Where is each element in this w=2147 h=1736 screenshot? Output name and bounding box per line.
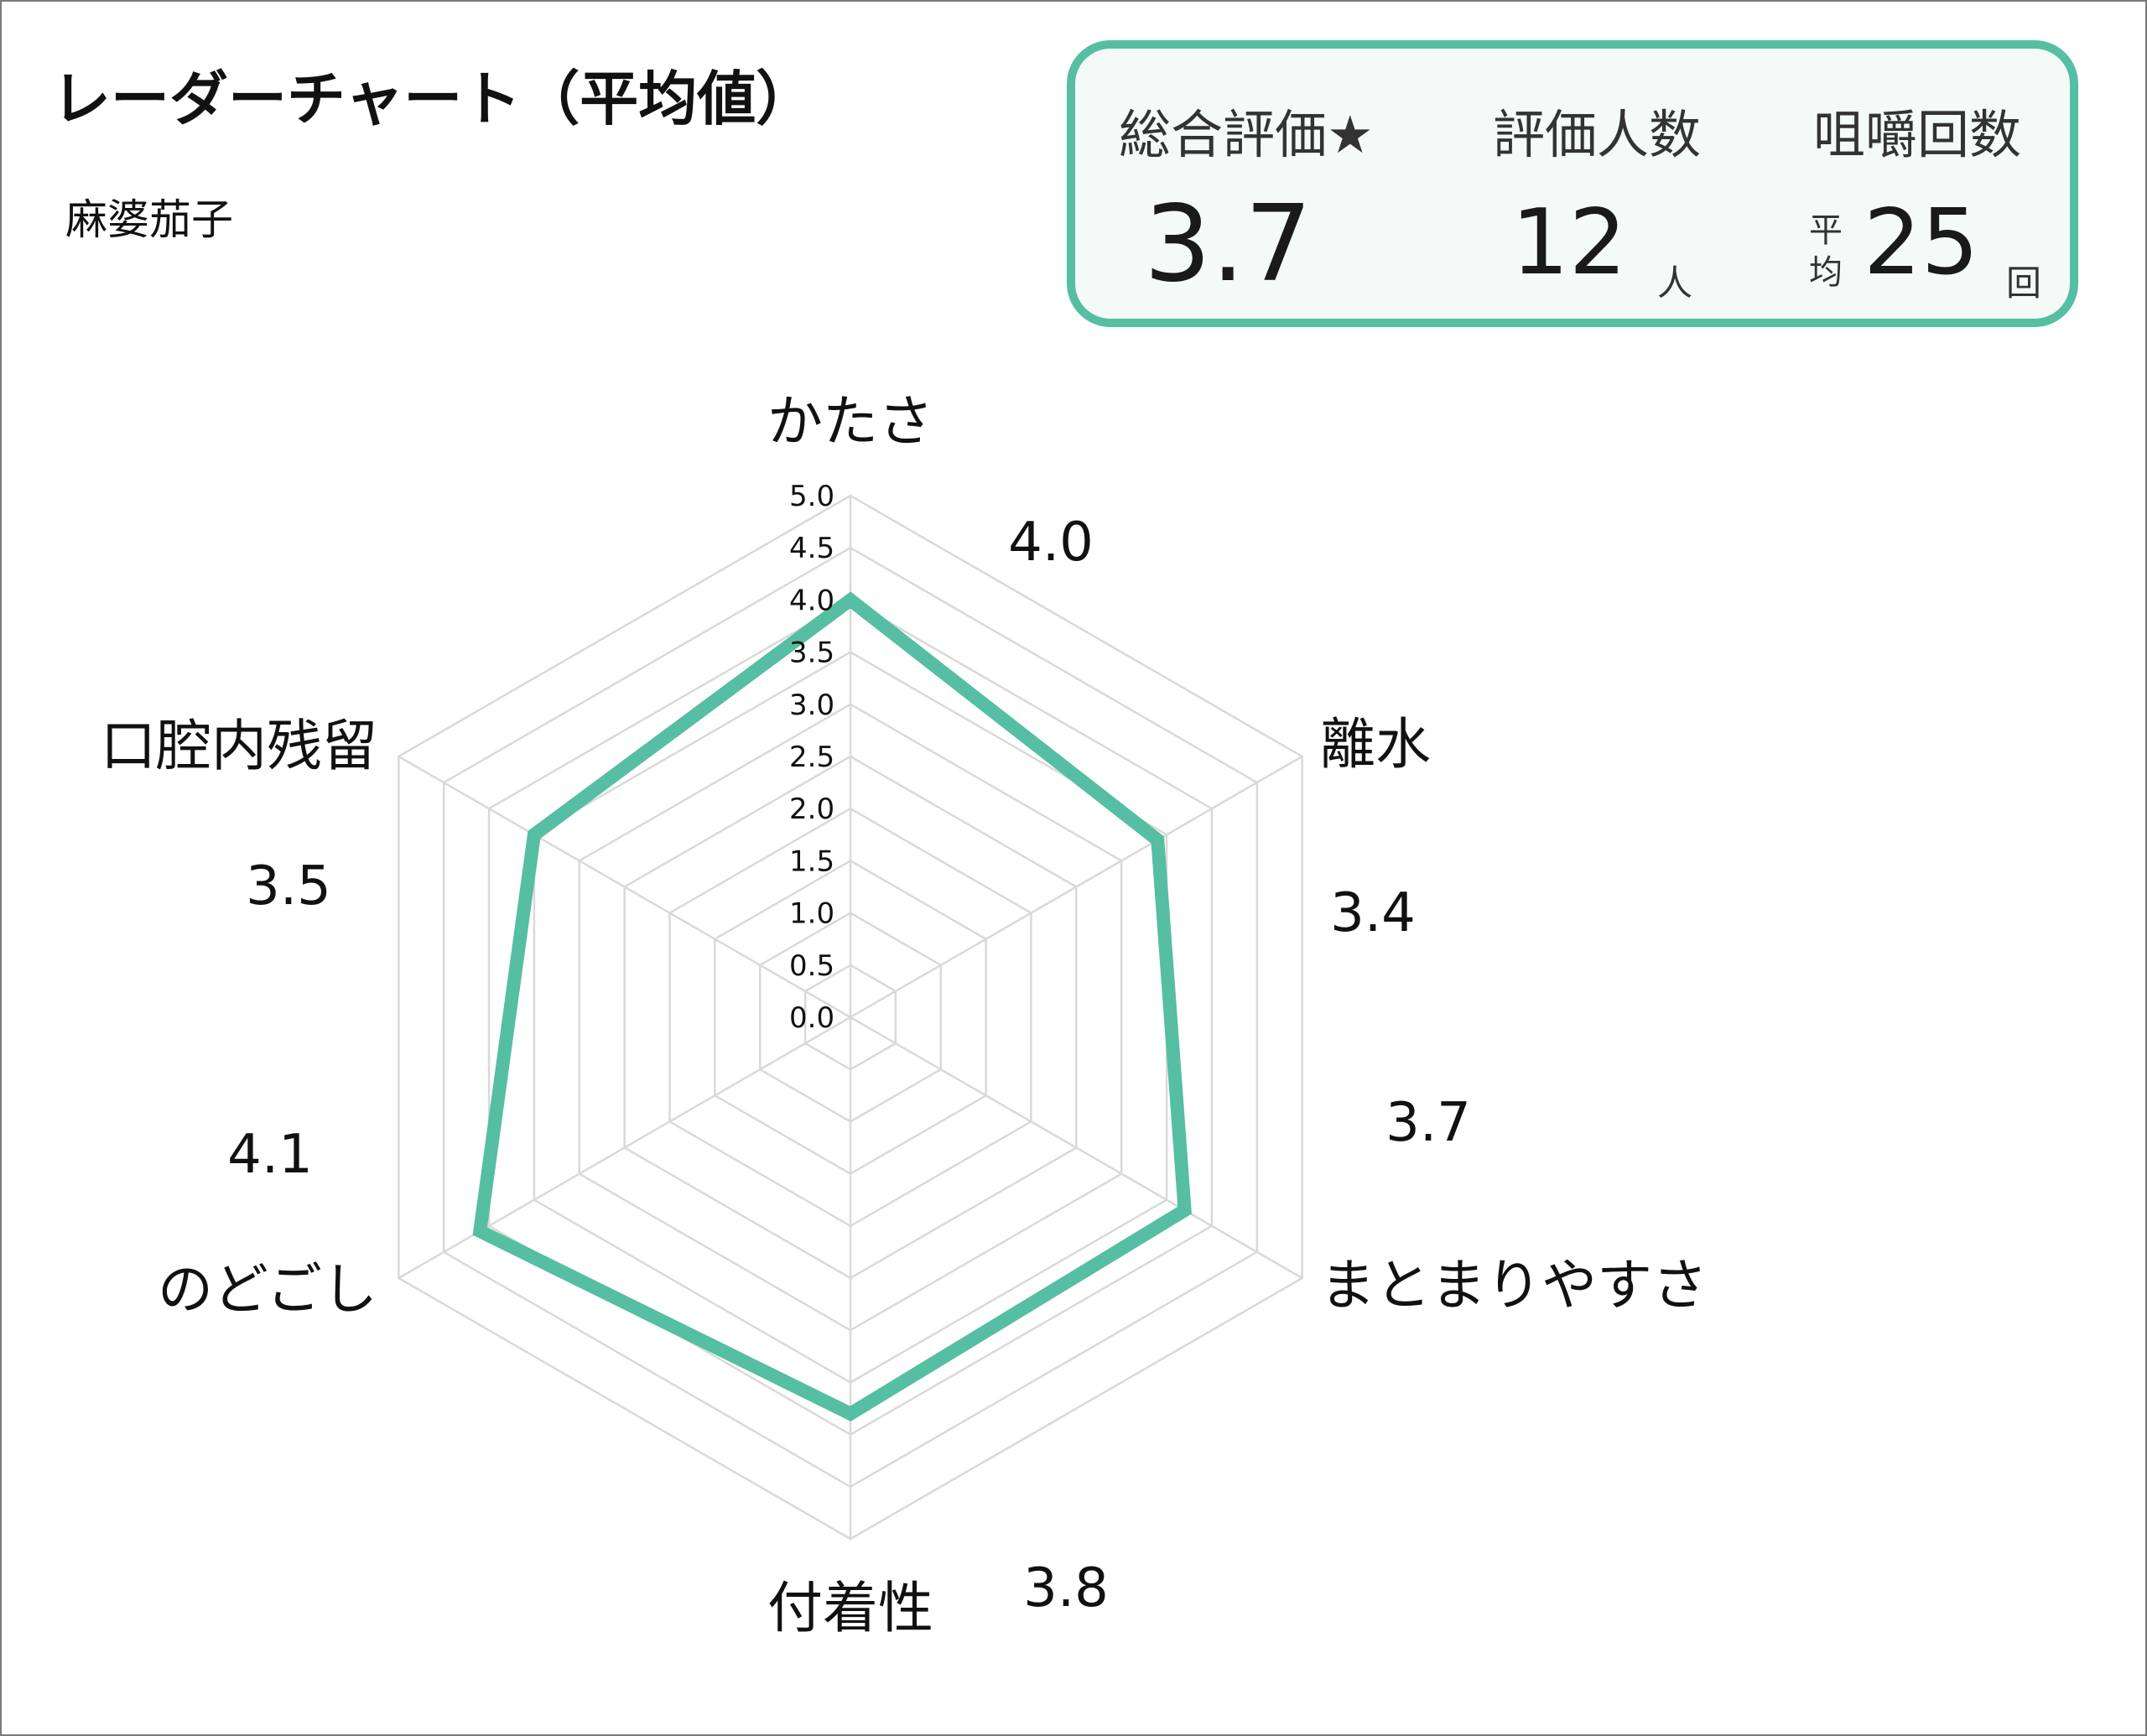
chew-count-label: 咀嚼回数	[1813, 104, 2022, 165]
rater-count-value: 12	[1511, 190, 1627, 295]
overall-rating-value: 3.7	[1144, 182, 1313, 305]
chew-count-value: 25	[1864, 190, 1979, 295]
axis-label: 口腔内残留	[101, 714, 377, 778]
value-label: 3.7	[1385, 1092, 1471, 1154]
grid-spoke	[850, 755, 1303, 1019]
value-label: 4.0	[1008, 512, 1094, 574]
dish-name: 麻婆茄子	[65, 195, 233, 244]
data-point	[1183, 1209, 1186, 1212]
overall-rating-label: 総合評価★	[1119, 104, 1374, 165]
tick-label: 4.5	[789, 532, 834, 565]
rater-count-label: 評価人数	[1493, 104, 1702, 165]
axis-label: のどごし	[158, 1257, 377, 1322]
tick-label: 2.0	[789, 793, 834, 826]
data-point	[1157, 839, 1159, 841]
chew-average-prefix: 平均	[1809, 211, 1843, 292]
data-point	[479, 1230, 481, 1233]
data-point	[850, 1412, 851, 1415]
radar-grid	[398, 494, 1303, 1541]
tick-label: 0.5	[789, 949, 834, 983]
axis-label: まとまりやすさ	[1320, 1253, 1708, 1318]
tick-label: 3.0	[789, 689, 834, 722]
radial-tick-labels: 0.0 0.5 1.0 1.5 2.0 2.5 3.0 3.5 4.0 4.5 5.0	[789, 480, 834, 1035]
tick-label: 2.5	[789, 741, 834, 774]
tick-label: 4.0	[789, 584, 834, 617]
axis-label: 離水	[1320, 712, 1431, 777]
value-label: 3.4	[1330, 882, 1416, 944]
axis-label: 付着性	[767, 1576, 933, 1640]
tick-label: 3.5	[789, 637, 834, 670]
grid-spoke	[398, 755, 851, 1019]
tick-label: 1.0	[789, 897, 834, 931]
value-label: 3.5	[246, 855, 331, 917]
stats-panel: 総合評価★ 3.7 評価人数 12 人 咀嚼回数 平均 25 回	[1067, 40, 2078, 327]
tick-label: 5.0	[789, 480, 834, 513]
tick-label: 0.0	[789, 1001, 834, 1035]
chart-title: レーダーチャート（平均値）	[52, 65, 815, 133]
grid-spoke	[850, 1016, 1303, 1280]
value-label: 4.1	[227, 1124, 313, 1186]
data-point	[533, 834, 535, 836]
axis-labels: かたさ 4.0 離水 3.4 まとまりやすさ 3.7 付着性 3.8 のどごし 4.1 口腔内残留 3…	[101, 389, 1708, 1640]
radar-series	[472, 591, 1192, 1422]
data-point	[850, 599, 851, 601]
chew-count-unit: 回	[2006, 262, 2042, 304]
axis-label: かたさ	[767, 389, 933, 454]
value-label: 3.8	[1023, 1557, 1109, 1619]
rater-count-unit: 人	[1657, 262, 1693, 304]
tick-label: 1.5	[789, 845, 834, 878]
